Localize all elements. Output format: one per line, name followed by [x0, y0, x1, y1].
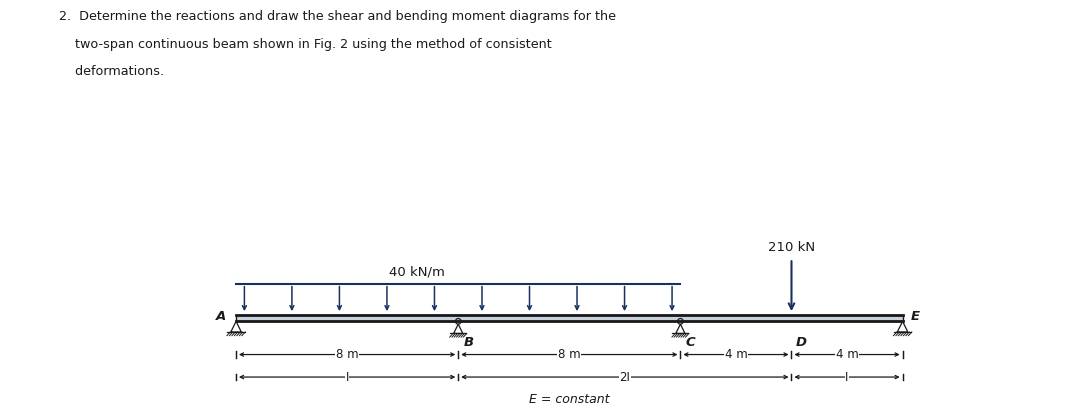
Text: 2.  Determine the reactions and draw the shear and bending moment diagrams for t: 2. Determine the reactions and draw the …: [59, 10, 617, 23]
Text: two-span continuous beam shown in Fig. 2 using the method of consistent: two-span continuous beam shown in Fig. 2…: [59, 38, 552, 51]
Text: 8 m: 8 m: [336, 348, 359, 361]
Text: 4 m: 4 m: [836, 348, 859, 361]
Bar: [237, 315, 903, 322]
Text: deformations.: deformations.: [59, 65, 164, 78]
Text: E: E: [910, 310, 920, 323]
Text: 8 m: 8 m: [558, 348, 581, 361]
Text: E = constant: E = constant: [529, 392, 609, 406]
Text: I: I: [346, 370, 349, 384]
Polygon shape: [454, 324, 463, 333]
Text: A: A: [216, 310, 227, 323]
Text: C: C: [686, 336, 696, 349]
Polygon shape: [676, 324, 685, 333]
Text: I: I: [846, 370, 849, 384]
Polygon shape: [231, 322, 241, 332]
Text: B: B: [463, 336, 473, 349]
Text: 2I: 2I: [620, 370, 631, 384]
Polygon shape: [897, 322, 908, 332]
Text: D: D: [796, 336, 807, 349]
Text: 210 kN: 210 kN: [768, 241, 815, 254]
Text: 4 m: 4 m: [725, 348, 747, 361]
Text: 40 kN/m: 40 kN/m: [389, 266, 445, 279]
